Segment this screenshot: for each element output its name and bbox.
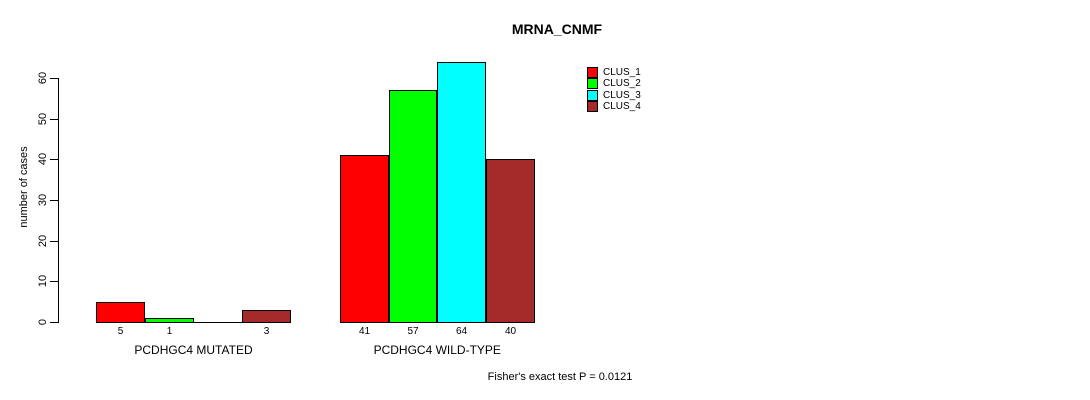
- fisher-test-annotation: Fisher's exact test P = 0.0121: [487, 371, 633, 383]
- bar-value-label: 3: [263, 326, 270, 337]
- y-axis-line: [58, 78, 59, 323]
- bar-value-label: 64: [455, 326, 468, 337]
- bar-clus-1-group2: [340, 155, 389, 323]
- bar-value-label: 57: [407, 326, 419, 337]
- chart-title: MRNA_CNMF: [511, 21, 603, 37]
- y-axis-tick: [50, 159, 58, 160]
- x-category-label-group1: PCDHGC4 MUTATED: [134, 343, 253, 357]
- legend-label-clus-2: CLUS_2: [603, 78, 641, 89]
- legend-swatch-clus-1: [587, 67, 598, 78]
- legend-swatch-clus-2: [587, 78, 598, 89]
- legend-label-clus-3: CLUS_3: [603, 90, 641, 101]
- y-axis-tick: [50, 281, 58, 282]
- bar-value-label: 1: [166, 326, 173, 337]
- bar-clus-3-group1-zero: [194, 322, 242, 323]
- bar-clus-1-group1: [96, 302, 145, 323]
- bar-value-label: 5: [117, 326, 124, 337]
- bar-value-label: 41: [358, 326, 371, 337]
- y-axis-tick: [50, 322, 58, 323]
- legend-label-clus-4: CLUS_4: [603, 101, 641, 112]
- y-axis-tick: [50, 241, 58, 242]
- bar-clus-2-group1: [145, 318, 194, 323]
- x-category-label-group2: PCDHGC4 WILD-TYPE: [373, 343, 501, 357]
- y-axis-tick: [50, 200, 58, 201]
- legend-swatch-clus-3: [587, 90, 598, 101]
- bar-clus-4-group1: [242, 310, 291, 323]
- legend-label-clus-1: CLUS_1: [603, 67, 641, 78]
- bar-clus-2-group2: [389, 90, 437, 323]
- bar-clus-3-group2: [437, 62, 486, 323]
- bar-clus-4-group2: [486, 159, 535, 323]
- y-axis-tick: [50, 119, 58, 120]
- y-axis-tick: [50, 78, 58, 79]
- legend-swatch-clus-4: [587, 101, 598, 112]
- bar-value-label: 40: [504, 326, 517, 337]
